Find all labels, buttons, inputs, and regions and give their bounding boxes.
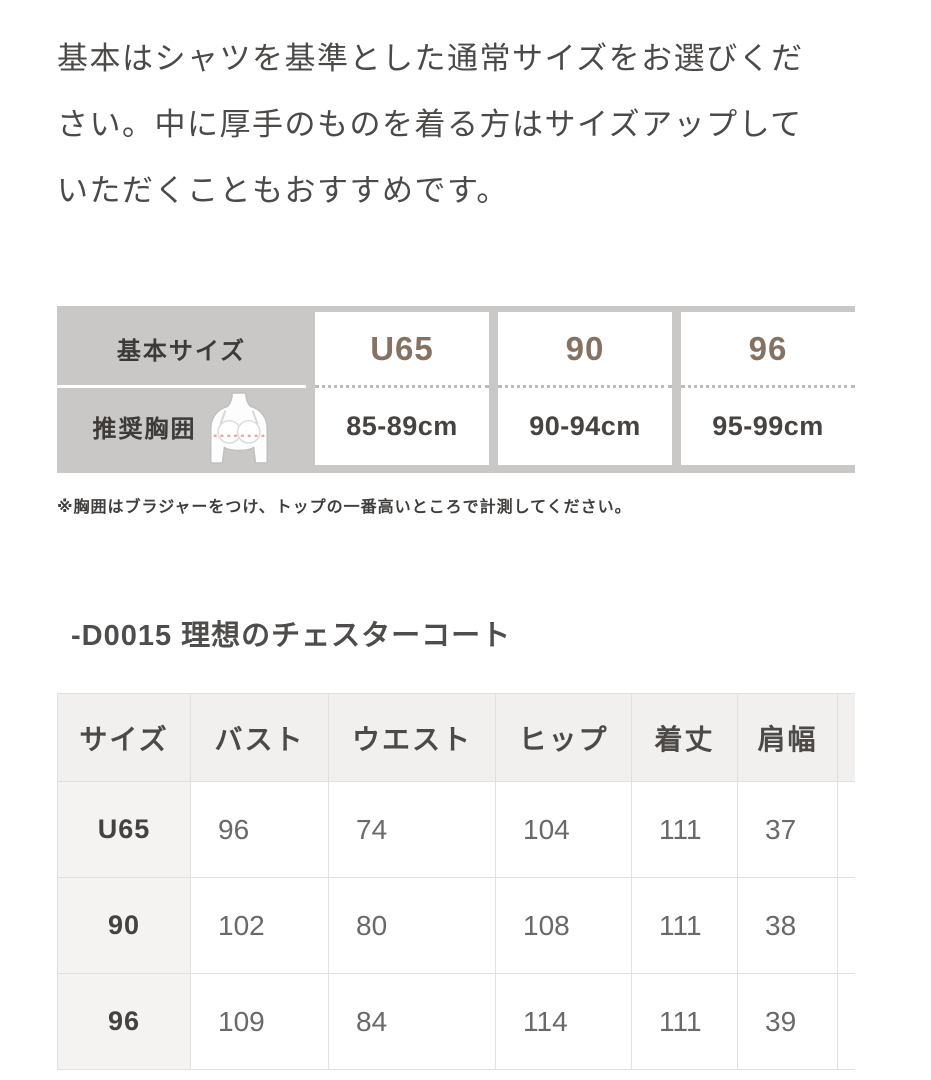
bra-torso-icon <box>209 391 268 464</box>
clipped-cell <box>837 781 855 878</box>
measurements-table-container: サイズ バスト ウエスト ヒップ 着丈 肩幅 U65 96 74 104 111… <box>57 693 855 1070</box>
hip-value: 114 <box>495 973 632 1070</box>
header-bust: バスト <box>190 693 329 782</box>
size-value: 90 <box>565 329 605 367</box>
size-cell: 96 <box>681 312 855 388</box>
header-waist: ウエスト <box>328 693 496 782</box>
table-row-u65: U65 96 74 104 111 37 <box>57 781 855 878</box>
table-row-96: 96 109 84 114 111 39 <box>57 973 855 1070</box>
bust-value: 109 <box>190 973 329 1070</box>
header-clipped <box>837 693 855 782</box>
size-guide-table: 基本サイズ 推奨胸囲 U65 85-89cm <box>57 306 855 473</box>
header-size: サイズ <box>57 693 191 782</box>
size-advice-paragraph: 基本はシャツを基準とした通常サイズをお選びくだ さい。中に厚手のものを着る方はサ… <box>57 26 931 224</box>
size-value: U65 <box>370 329 434 367</box>
length-value: 111 <box>631 877 738 974</box>
waist-value: 84 <box>328 973 496 1070</box>
row-size: U65 <box>57 781 191 878</box>
size-value: 96 <box>748 329 788 367</box>
size-advice-line: さい。中に厚手のものを着る方はサイズアップして <box>57 107 803 142</box>
hip-value: 108 <box>495 877 632 974</box>
hip-value: 104 <box>495 781 632 878</box>
clipped-cell <box>837 877 855 974</box>
length-value: 111 <box>631 973 738 1070</box>
basic-size-label: 基本サイズ <box>116 338 247 365</box>
shoulder-value: 39 <box>737 973 838 1070</box>
product-heading: -D0015 理想のチェスターコート <box>71 620 512 652</box>
header-shoulder: 肩幅 <box>737 693 838 782</box>
shoulder-value: 38 <box>737 877 838 974</box>
shoulder-value: 37 <box>737 781 838 878</box>
size-guide-column-u65: U65 85-89cm <box>315 312 489 465</box>
bust-range-value: 85-89cm <box>346 411 458 441</box>
header-hip: ヒップ <box>495 693 632 782</box>
header-length: 着丈 <box>631 693 738 782</box>
recommended-bust-label: 推奨胸囲 <box>92 416 197 443</box>
bust-range-value: 95-99cm <box>712 411 824 441</box>
bust-range-value: 90-94cm <box>529 411 641 441</box>
measurements-header-row: サイズ バスト ウエスト ヒップ 着丈 肩幅 <box>57 693 855 782</box>
clipped-cell <box>837 973 855 1070</box>
size-cell: 90 <box>498 312 672 388</box>
size-guide-column-90: 90 90-94cm <box>498 312 672 465</box>
length-value: 111 <box>631 781 738 878</box>
size-guide-column-96: 96 95-99cm <box>681 312 855 465</box>
recommended-bust-label-cell: 推奨胸囲 <box>57 388 306 465</box>
bust-range-cell: 90-94cm <box>498 388 672 465</box>
size-cell: U65 <box>315 312 489 388</box>
basic-size-label-cell: 基本サイズ <box>57 312 306 388</box>
size-guide-label-column: 基本サイズ 推奨胸囲 <box>57 312 306 465</box>
row-size: 90 <box>57 877 191 974</box>
row-size: 96 <box>57 973 191 1070</box>
waist-value: 80 <box>328 877 496 974</box>
waist-value: 74 <box>328 781 496 878</box>
size-advice-line: 基本はシャツを基準とした通常サイズをお選びくだ <box>57 41 804 76</box>
bust-value: 102 <box>190 877 329 974</box>
table-row-90: 90 102 80 108 111 38 <box>57 877 855 974</box>
measurements-table: サイズ バスト ウエスト ヒップ 着丈 肩幅 U65 96 74 104 111… <box>57 693 855 1070</box>
bust-range-cell: 85-89cm <box>315 388 489 465</box>
bust-value: 96 <box>190 781 329 878</box>
measurement-note: ※胸囲はブラジャーをつけ、トップの一番高いところで計測してください。 <box>57 499 632 516</box>
bust-range-cell: 95-99cm <box>681 388 855 465</box>
size-advice-line: いただくこともおすすめです。 <box>57 173 509 208</box>
